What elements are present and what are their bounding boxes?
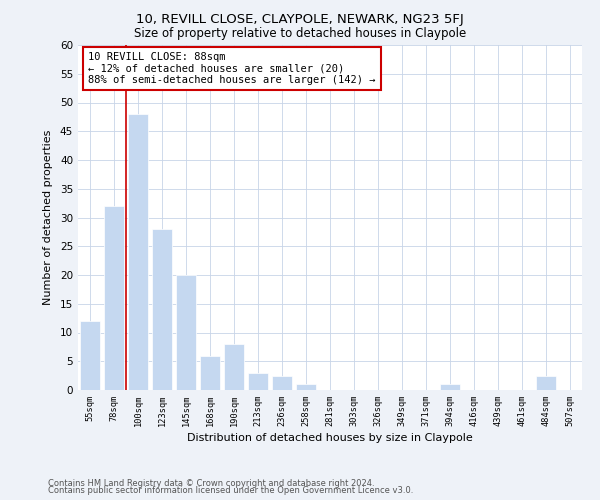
Bar [128,114,148,390]
X-axis label: Distribution of detached houses by size in Claypole: Distribution of detached houses by size … [187,434,473,444]
Bar [296,384,316,390]
Text: 10, REVILL CLOSE, CLAYPOLE, NEWARK, NG23 5FJ: 10, REVILL CLOSE, CLAYPOLE, NEWARK, NG23… [136,12,464,26]
Bar [536,376,556,390]
Bar [104,206,124,390]
Bar [440,384,460,390]
Bar [80,321,100,390]
Bar [248,373,268,390]
Text: Contains public sector information licensed under the Open Government Licence v3: Contains public sector information licen… [48,486,413,495]
Bar [272,376,292,390]
Text: 10 REVILL CLOSE: 88sqm
← 12% of detached houses are smaller (20)
88% of semi-det: 10 REVILL CLOSE: 88sqm ← 12% of detached… [88,52,376,85]
Text: Contains HM Land Registry data © Crown copyright and database right 2024.: Contains HM Land Registry data © Crown c… [48,478,374,488]
Bar [224,344,244,390]
Y-axis label: Number of detached properties: Number of detached properties [43,130,53,305]
Bar [152,229,172,390]
Bar [176,275,196,390]
Text: Size of property relative to detached houses in Claypole: Size of property relative to detached ho… [134,28,466,40]
Bar [200,356,220,390]
